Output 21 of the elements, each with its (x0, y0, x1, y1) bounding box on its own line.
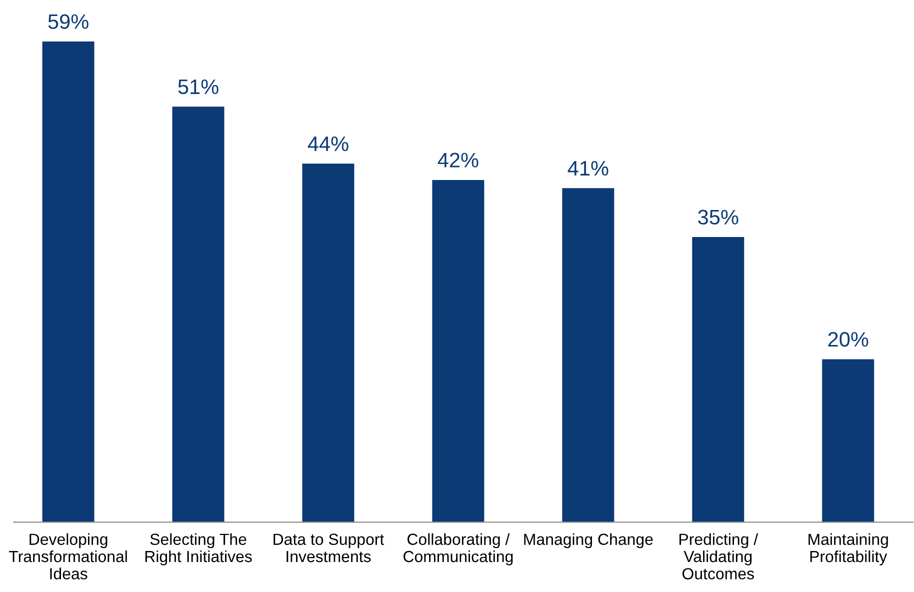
bar (42, 41, 94, 522)
bar (562, 188, 614, 522)
data-label: 51% (178, 80, 218, 94)
data-label: 20% (828, 332, 868, 347)
x-tick-label: Developing Transformational Ideas (9, 533, 127, 580)
x-tick-label: Data to Support Investments (274, 534, 384, 562)
bar (302, 164, 354, 522)
x-tick-label: Predicting / Validating Outcomes (679, 533, 758, 580)
x-tick-label: Managing Change (524, 533, 653, 548)
bar (692, 236, 744, 522)
x-tick-label: Maintaining Profitability (808, 533, 888, 566)
bar (822, 359, 874, 522)
bar (432, 180, 484, 522)
x-tick-label: Selecting The Right Initiatives (145, 533, 252, 566)
data-label: 41% (568, 160, 608, 176)
data-label: 35% (698, 210, 738, 225)
data-label: 59% (48, 14, 88, 29)
x-tick-label: Collaborating / Communicating (404, 533, 513, 566)
data-label: 44% (308, 136, 348, 152)
bar (172, 106, 224, 522)
data-label: 42% (438, 152, 478, 168)
